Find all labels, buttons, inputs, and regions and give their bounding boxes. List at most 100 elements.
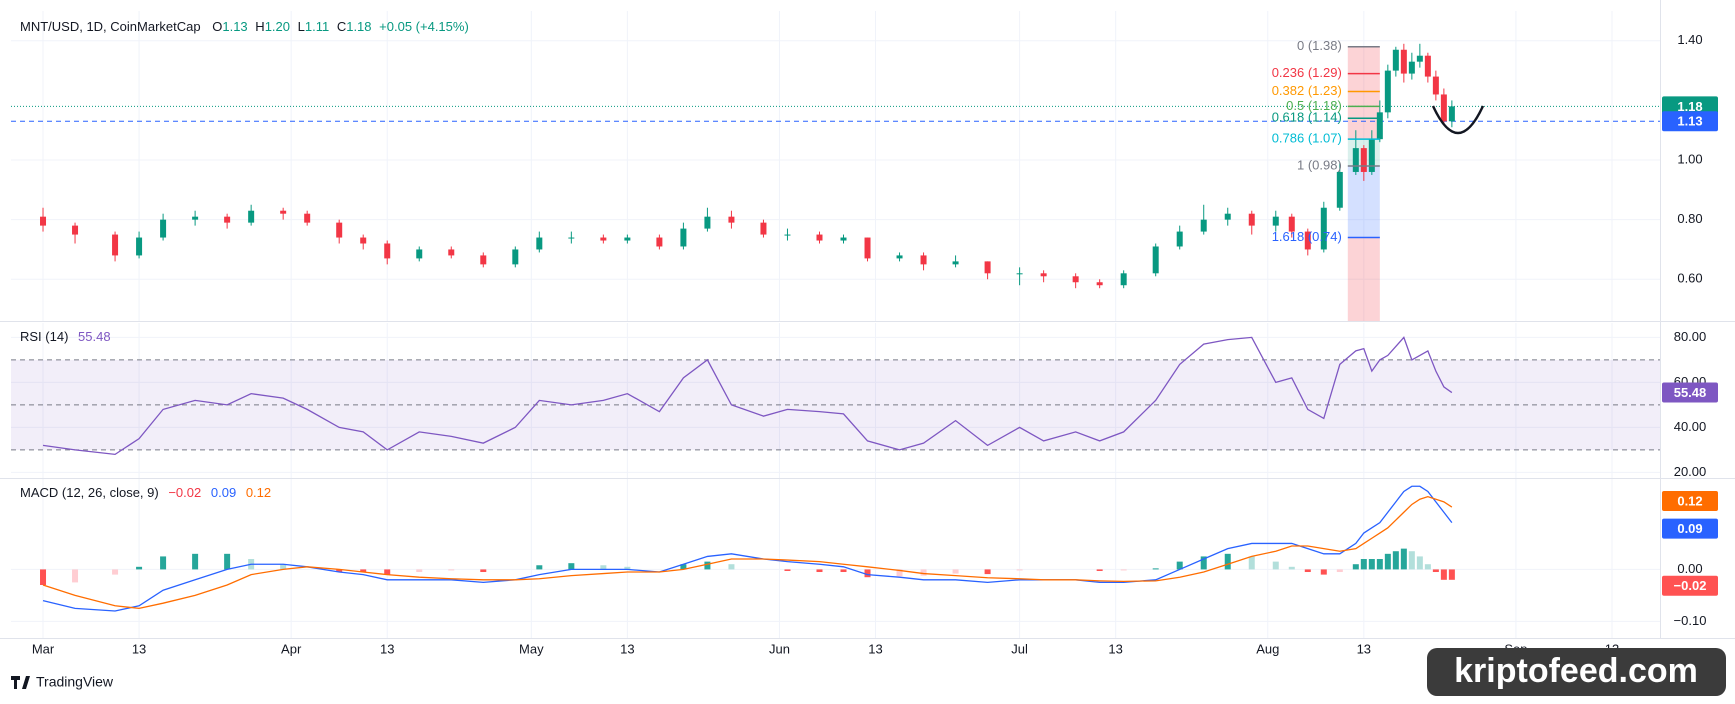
- histogram-bar: [360, 569, 367, 573]
- y-tick-label: 20.00: [1674, 464, 1707, 479]
- x-tick-label: 13: [380, 641, 394, 656]
- ohlc-label: C: [337, 19, 346, 34]
- position-zone: [1347, 237, 1380, 321]
- y-tick-label: −0.10: [1674, 613, 1707, 628]
- histogram-bar: [984, 569, 991, 575]
- histogram-bar: [280, 564, 287, 570]
- histogram-bar: [1392, 551, 1399, 570]
- signal-value: 0.12: [246, 485, 271, 500]
- candle-body: [416, 249, 423, 259]
- candle-body: [1096, 282, 1103, 286]
- histogram-bar: [1424, 564, 1431, 570]
- y-tick-label: 1.40: [1677, 32, 1702, 47]
- histogram-bar: [1120, 569, 1127, 571]
- ohlc-value: 1.20: [265, 19, 290, 34]
- histogram-bar: [680, 564, 687, 570]
- candle-body: [224, 216, 231, 223]
- watermark: kriptofeed.com: [1427, 648, 1726, 696]
- candle-body: [624, 237, 631, 241]
- histogram-bar: [704, 561, 711, 570]
- x-tick-label: Jun: [769, 641, 790, 656]
- candle-body: [1040, 273, 1047, 277]
- candle-body: [1336, 171, 1343, 208]
- candle-body: [136, 237, 143, 256]
- histogram-bar: [536, 565, 543, 570]
- histogram-bar: [1272, 561, 1279, 570]
- y-tick-label: 80.00: [1674, 329, 1707, 344]
- candle-body: [1072, 276, 1079, 283]
- rsi-line: [42, 336, 1453, 456]
- histogram-bar: [1224, 553, 1231, 570]
- histogram-bar: [136, 566, 143, 570]
- candle-body: [1272, 216, 1279, 226]
- candle-body: [1176, 231, 1183, 247]
- candle-body: [760, 222, 767, 235]
- axis-badge-label: 0.12: [1677, 493, 1702, 508]
- candle-body: [336, 222, 343, 238]
- candle-body: [480, 255, 487, 265]
- candle-body: [984, 261, 991, 274]
- candle-body: [1152, 246, 1159, 274]
- x-tick-label: 13: [1357, 641, 1371, 656]
- histogram-bar: [1376, 559, 1383, 570]
- axis-badge-label: 1.13: [1677, 114, 1702, 129]
- histogram-bar: [1152, 568, 1159, 570]
- candle-body: [1368, 139, 1375, 172]
- candle-body: [1392, 49, 1399, 71]
- histogram-bar: [448, 569, 455, 571]
- y-tick-label: 0.60: [1677, 271, 1702, 286]
- candle-body: [1248, 213, 1255, 226]
- symbol: MNT/USD, 1D, CoinMarketCap: [20, 19, 201, 34]
- histogram-bar: [480, 569, 487, 573]
- fib-label: 0 (1.38): [1297, 38, 1342, 53]
- change: +0.05 (+4.15%): [379, 19, 469, 34]
- fib-label: 0.382 (1.23): [1272, 83, 1342, 98]
- axis-badge-label: 1.18: [1677, 99, 1702, 114]
- histogram-bar: [1368, 559, 1375, 570]
- histogram-bar: [416, 569, 423, 573]
- axis-badge: [1662, 491, 1718, 512]
- x-tick-label: 13: [868, 641, 882, 656]
- rsi-title: RSI (14): [20, 329, 68, 344]
- candle-body: [536, 237, 543, 250]
- histogram-bar: [1432, 569, 1439, 573]
- histogram-bar: [1448, 569, 1455, 580]
- axis-badge: [1662, 518, 1718, 539]
- candle-body: [816, 234, 823, 241]
- candle-body: [1352, 148, 1359, 172]
- y-tick-label: 0.00: [1677, 561, 1702, 576]
- histogram-bar: [624, 566, 631, 570]
- histogram-bar: [1320, 569, 1327, 575]
- candle-body: [704, 216, 711, 229]
- y-tick-label: 0.80: [1677, 211, 1702, 226]
- candle-body: [1424, 55, 1431, 77]
- ohlc-value: 1.11: [305, 19, 329, 34]
- position-zone: [1347, 46, 1380, 140]
- footer: TradingView: [36, 674, 114, 690]
- candle-body: [784, 234, 791, 236]
- histogram-bar: [192, 553, 199, 570]
- histogram-bar: [1408, 551, 1415, 570]
- ohlc-value: 1.13: [222, 19, 247, 34]
- logo-icon: [11, 676, 30, 689]
- watermark-text: kriptofeed.com: [1454, 652, 1698, 690]
- x-tick-label: 13: [620, 641, 634, 656]
- histogram-bar: [1248, 556, 1255, 570]
- histogram-bar: [816, 569, 823, 573]
- fib-label: 0.786 (1.07): [1272, 131, 1342, 146]
- ohlc-value: 1.18: [346, 19, 371, 34]
- candle-body: [1120, 273, 1127, 286]
- candle-body: [280, 210, 287, 214]
- x-tick-label: 13: [132, 641, 146, 656]
- candle-body: [1224, 213, 1231, 220]
- candle-body: [1288, 216, 1295, 232]
- candle-body: [920, 255, 927, 265]
- candle-body: [568, 237, 575, 239]
- candle-body: [1440, 94, 1447, 122]
- histogram-bar: [1304, 569, 1311, 573]
- histogram-bar: [112, 569, 119, 575]
- x-tick-label: Mar: [32, 641, 55, 656]
- candle-body: [112, 234, 119, 256]
- tradingview-logo: TradingView: [11, 674, 114, 690]
- histogram-bar: [896, 569, 903, 577]
